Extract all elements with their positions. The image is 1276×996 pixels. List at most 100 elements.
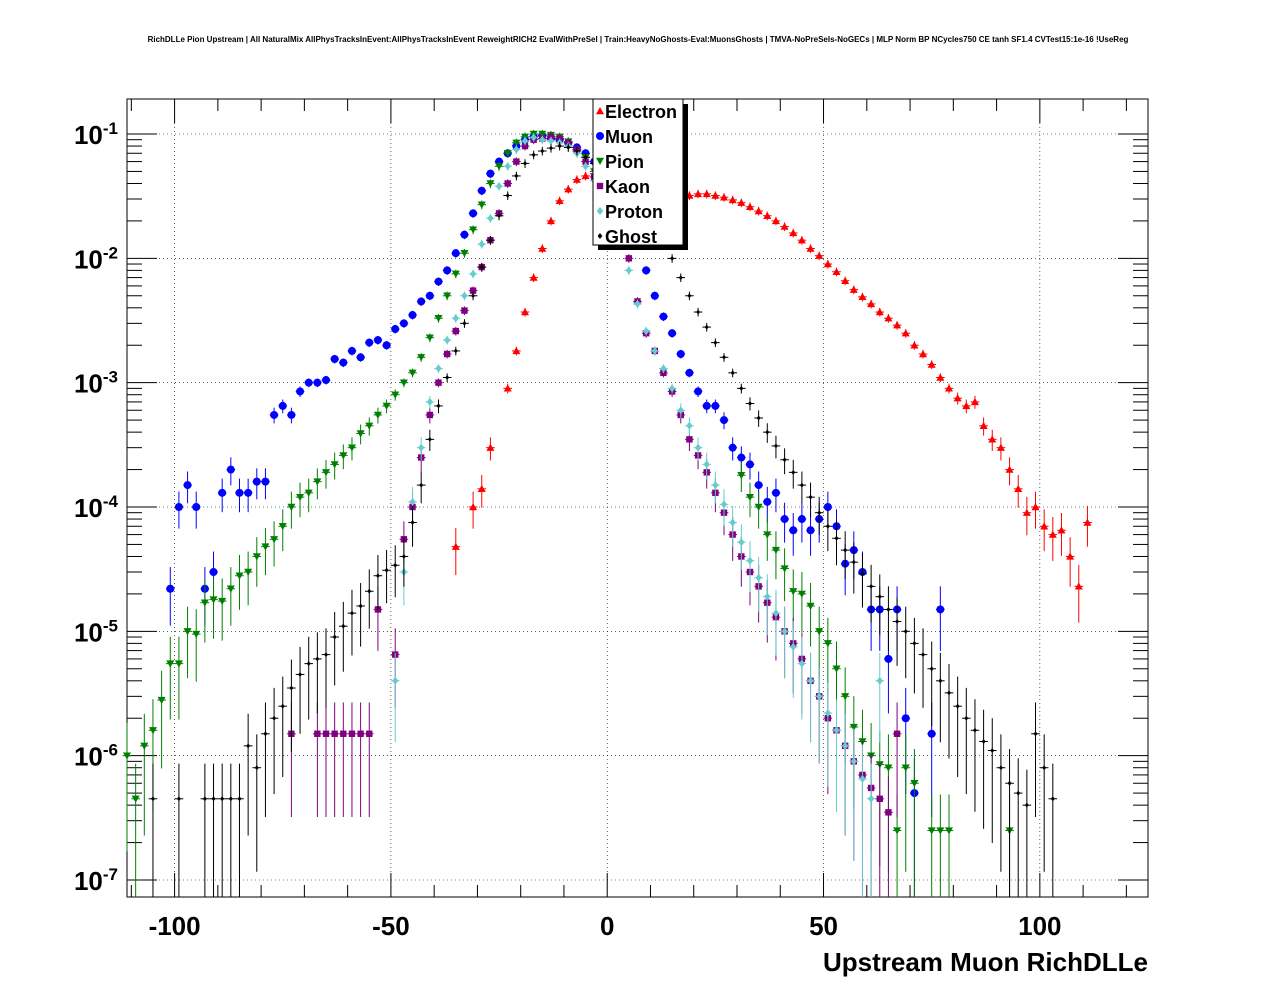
data-point	[443, 292, 452, 300]
data-point	[927, 729, 936, 738]
data-point	[263, 731, 268, 737]
data-point	[729, 518, 736, 527]
data-point	[495, 182, 503, 191]
data-point	[408, 369, 417, 377]
data-point	[272, 715, 277, 721]
chart-title: RichDLLe Pion Upstream | All NaturalMix …	[148, 35, 1129, 44]
y-tick-label: 10-7	[74, 865, 118, 896]
data-point	[756, 415, 761, 421]
data-point	[686, 421, 693, 430]
data-point	[694, 443, 702, 452]
data-point	[650, 291, 659, 300]
data-point	[192, 503, 201, 511]
data-point	[123, 752, 131, 760]
legend-marker-pion	[596, 157, 604, 165]
data-point	[738, 538, 745, 547]
data-point	[357, 730, 364, 737]
data-point	[912, 640, 917, 646]
data-point	[254, 765, 259, 771]
x-tick-label: 0	[600, 911, 614, 941]
data-point	[901, 329, 910, 337]
data-point	[946, 690, 951, 696]
data-point	[990, 748, 995, 754]
data-point	[495, 163, 504, 171]
data-point	[660, 364, 667, 373]
data-point	[367, 588, 372, 594]
data-point	[512, 346, 521, 355]
data-point	[962, 401, 971, 410]
data-point	[936, 373, 945, 381]
data-point	[763, 531, 772, 539]
data-point	[745, 460, 754, 469]
data-point	[876, 676, 883, 685]
data-point	[964, 715, 969, 721]
data-point	[218, 597, 227, 606]
legend-items: Electron Muon Pion Kaon Proton Ghost	[596, 102, 677, 247]
legend-label-kaon: Kaon	[605, 177, 650, 197]
data-point	[972, 727, 977, 733]
data-point	[384, 567, 389, 573]
data-point	[832, 267, 841, 275]
data-point	[391, 391, 400, 399]
data-point	[399, 319, 408, 328]
axis-ticks	[127, 99, 1148, 897]
data-point	[313, 478, 322, 486]
data-point	[745, 202, 754, 210]
data-point	[773, 443, 778, 449]
data-point	[764, 592, 771, 601]
data-point	[322, 376, 331, 385]
data-point	[313, 378, 322, 387]
data-point	[453, 348, 458, 354]
data-point	[1057, 526, 1066, 534]
data-point	[910, 780, 919, 788]
data-point	[1031, 503, 1040, 511]
data-point	[365, 338, 374, 347]
data-point	[771, 546, 780, 555]
data-point	[176, 796, 181, 802]
data-point	[825, 523, 830, 529]
data-point	[781, 627, 788, 636]
data-point	[927, 360, 936, 368]
data-point	[296, 493, 305, 502]
data-point	[531, 152, 536, 158]
data-point	[261, 477, 270, 486]
data-point	[564, 185, 573, 193]
data-point	[737, 198, 746, 206]
data-point	[970, 397, 979, 406]
data-point	[910, 341, 919, 349]
data-point	[451, 249, 460, 258]
data-point	[341, 623, 346, 629]
legend-marker-electron	[596, 107, 604, 115]
data-point	[140, 742, 149, 750]
data-point	[754, 503, 763, 511]
data-point	[348, 730, 356, 737]
data-point	[443, 266, 452, 275]
data-point	[676, 350, 685, 359]
data-point	[331, 730, 338, 737]
data-point	[953, 394, 962, 402]
data-point	[782, 457, 787, 463]
data-point	[651, 346, 659, 355]
data-point	[426, 411, 434, 419]
data-point	[445, 375, 450, 381]
data-point	[497, 213, 502, 219]
data-point	[979, 421, 988, 429]
data-point	[876, 795, 883, 802]
data-point	[998, 765, 1003, 771]
data-point	[521, 308, 530, 316]
data-point	[728, 443, 737, 452]
data-point	[936, 827, 945, 835]
data-point	[799, 482, 804, 488]
data-point	[183, 481, 192, 490]
data-point	[235, 488, 244, 497]
data-point	[356, 353, 365, 362]
data-point	[771, 488, 780, 497]
data-point	[746, 556, 754, 565]
data-point	[392, 676, 399, 685]
data-point	[202, 796, 207, 802]
data-point	[183, 628, 192, 636]
data-point	[936, 605, 945, 614]
data-point	[895, 618, 900, 624]
data-point	[884, 764, 893, 772]
data-point	[523, 160, 528, 166]
